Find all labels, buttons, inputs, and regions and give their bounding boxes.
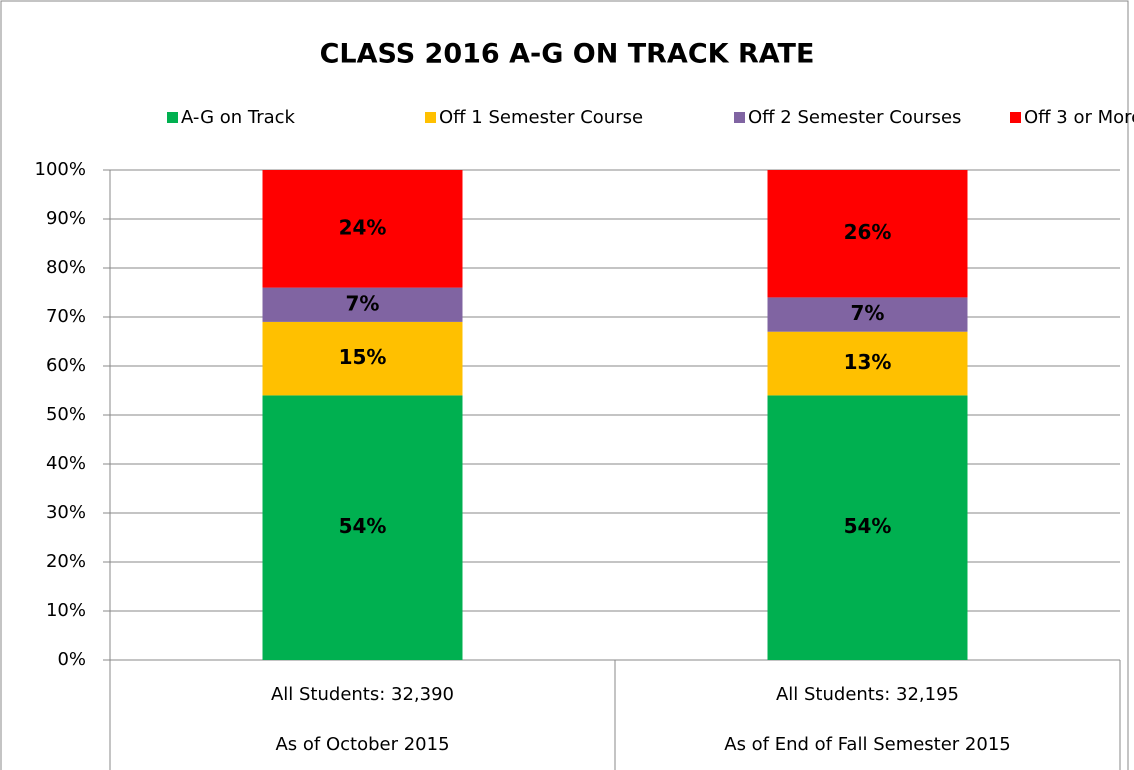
x-tick-label: All Students: 32,390 bbox=[271, 684, 454, 705]
data-label: 54% bbox=[844, 514, 892, 538]
y-tick-label: 10% bbox=[46, 600, 86, 621]
bar-segment bbox=[767, 395, 968, 660]
bar-segment bbox=[262, 170, 463, 288]
bar-segment bbox=[262, 395, 463, 660]
legend-swatch bbox=[167, 112, 178, 123]
y-tick-label: 40% bbox=[46, 453, 86, 474]
data-label: 26% bbox=[844, 220, 892, 244]
y-tick-label: 70% bbox=[46, 306, 86, 327]
legend-label: A-G on Track bbox=[181, 107, 296, 128]
legend-swatch bbox=[425, 112, 436, 123]
legend-label: Off 1 Semester Course bbox=[439, 107, 643, 128]
y-tick-label: 50% bbox=[46, 404, 86, 425]
legend-label: Off 2 Semester Courses bbox=[748, 107, 961, 128]
y-tick-label: 90% bbox=[46, 208, 86, 229]
data-label: 15% bbox=[339, 345, 387, 369]
legend-swatch bbox=[1010, 112, 1021, 123]
y-tick-label: 60% bbox=[46, 355, 86, 376]
y-tick-label: 20% bbox=[46, 551, 86, 572]
bar-segment bbox=[262, 321, 463, 396]
bar-segment bbox=[262, 287, 463, 322]
legend-label: Off 3 or More Semester Courses bbox=[1024, 107, 1134, 128]
bar-segment bbox=[767, 331, 968, 396]
bar-segment bbox=[767, 297, 968, 332]
x-tick-label: As of October 2015 bbox=[275, 734, 449, 755]
data-label: 13% bbox=[844, 350, 892, 374]
data-label: 54% bbox=[339, 514, 387, 538]
y-tick-label: 30% bbox=[46, 502, 86, 523]
y-tick-label: 100% bbox=[35, 159, 86, 180]
data-label: 7% bbox=[346, 291, 380, 315]
x-tick-label: As of End of Fall Semester 2015 bbox=[724, 734, 1011, 755]
chart-title: CLASS 2016 A-G ON TRACK RATE bbox=[320, 39, 815, 70]
data-label: 7% bbox=[851, 301, 885, 325]
y-tick-label: 0% bbox=[57, 649, 86, 670]
bar-segment bbox=[767, 170, 968, 298]
data-label: 24% bbox=[339, 215, 387, 239]
x-tick-label: All Students: 32,195 bbox=[776, 684, 959, 705]
y-tick-label: 80% bbox=[46, 257, 86, 278]
legend-swatch bbox=[734, 112, 745, 123]
